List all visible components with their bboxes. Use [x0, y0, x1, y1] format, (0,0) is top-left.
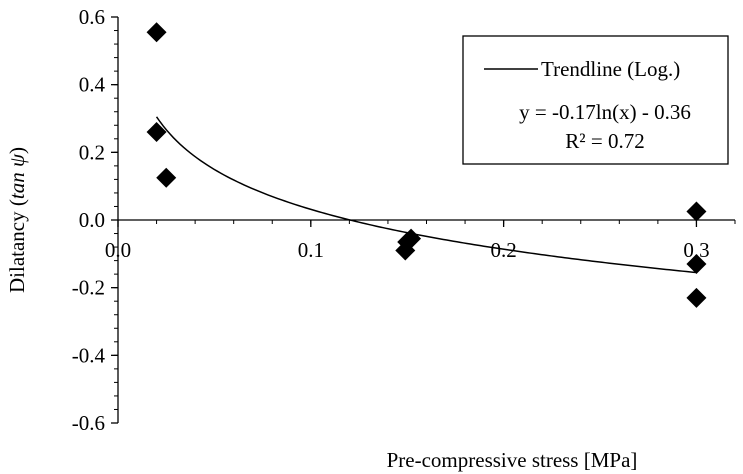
y-axis-title: Dilatancy (tan ψ) — [5, 147, 29, 293]
y-tick-label: 0.6 — [79, 5, 105, 29]
data-point — [686, 287, 707, 308]
y-tick-label: 0.4 — [79, 73, 106, 97]
axes: 0.60.40.20.0-0.2-0.4-0.6 0.0 0.1 0.2 0.3 — [72, 5, 736, 435]
data-point — [686, 201, 707, 222]
y-tick-label: -0.2 — [72, 276, 105, 300]
x-tick-label: 0.1 — [298, 238, 324, 262]
y-ticks: 0.6 0.4 0.2 0.0 -0.2 -0.4 -0.6 — [72, 5, 118, 435]
trendline-r-squared: R² = 0.72 — [565, 129, 644, 153]
legend-box — [462, 35, 729, 165]
x-tick-label: 0.0 — [105, 238, 131, 262]
data-point — [395, 240, 416, 261]
data-point — [686, 253, 707, 274]
data-points — [146, 22, 707, 308]
data-point — [156, 167, 177, 188]
data-point — [146, 122, 167, 143]
data-point — [146, 22, 167, 43]
y-tick-label: -0.4 — [72, 343, 106, 367]
legend: Trendline (Log.) y = -0.17ln(x) - 0.36 R… — [462, 35, 729, 165]
y-tick-label: -0.6 — [72, 411, 105, 435]
trendline — [155, 116, 697, 274]
x-axis-title: Pre-compressive stress [MPa] — [387, 448, 638, 472]
x-ticks: 0.0 0.1 0.2 0.3 — [105, 220, 736, 262]
y-tick-label: 0.2 — [79, 140, 105, 164]
trendline-layer — [155, 116, 697, 274]
trendline-equation: y = -0.17ln(x) - 0.36 — [519, 100, 691, 124]
y-tick-label: 0.0 — [79, 208, 105, 232]
legend-trendline-label: Trendline (Log.) — [541, 57, 680, 81]
